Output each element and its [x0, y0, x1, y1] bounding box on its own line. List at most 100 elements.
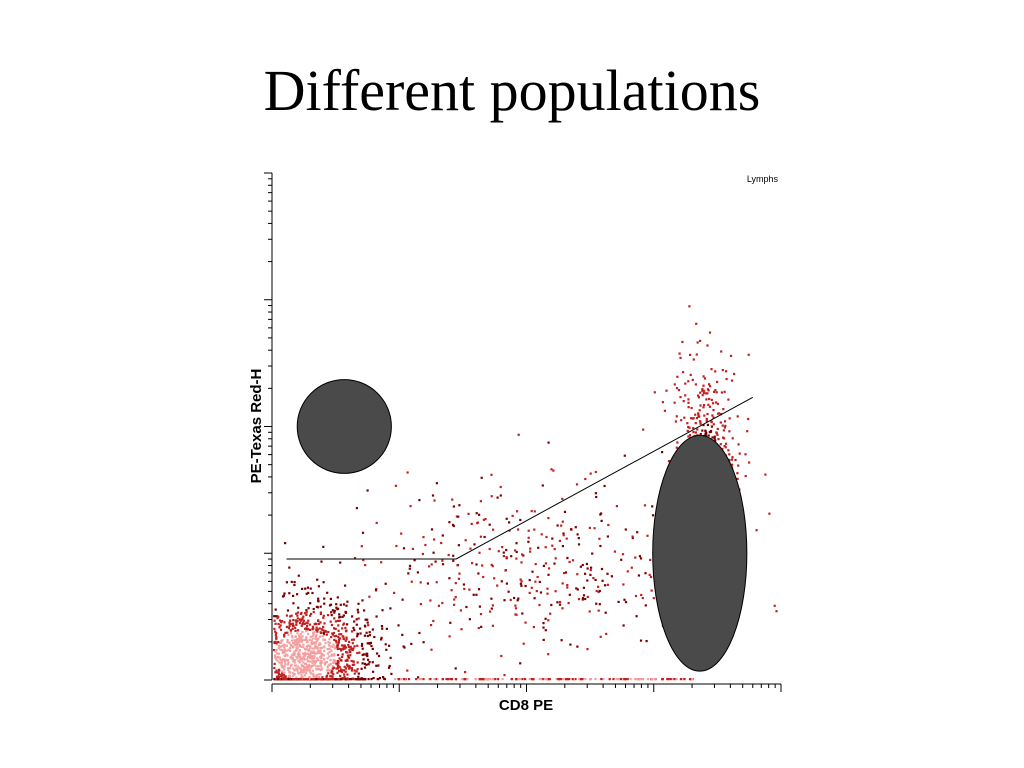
scatter-point	[555, 678, 558, 681]
scatter-point	[476, 522, 479, 525]
scatter-point	[289, 664, 293, 667]
scatter-point	[337, 664, 340, 667]
scatter-point	[324, 642, 327, 645]
scatter-point	[331, 677, 334, 681]
scatter-point	[642, 428, 645, 431]
scatter-point	[325, 630, 328, 633]
scatter-point	[341, 653, 344, 656]
scatter-point	[304, 662, 307, 665]
scatter-point	[584, 477, 587, 481]
scatter-point	[667, 678, 670, 681]
scatter-point	[711, 436, 714, 439]
scatter-point	[484, 518, 487, 521]
scatter-point	[715, 432, 718, 435]
scatter-point	[309, 660, 312, 663]
scatter-point	[349, 650, 352, 654]
scatter-point	[311, 591, 314, 595]
scatter-point	[704, 392, 707, 395]
scatter-point	[291, 653, 294, 656]
scatter-point	[361, 653, 364, 657]
scatter-point	[747, 417, 750, 421]
scatter-point	[603, 484, 606, 488]
scatter-point	[530, 510, 533, 513]
scatter-point	[300, 645, 303, 648]
scatter-point	[282, 673, 286, 677]
scatter-point	[564, 571, 568, 574]
scatter-point	[306, 678, 310, 681]
scatter-point	[712, 409, 715, 412]
scatter-point	[606, 583, 609, 586]
scatter-point	[723, 445, 726, 448]
scatter-point	[592, 577, 595, 580]
scatter-point	[599, 635, 602, 638]
scatter-point	[278, 669, 281, 672]
scatter-point	[306, 586, 309, 589]
scatter-point	[493, 678, 497, 681]
scatter-point	[562, 532, 565, 535]
scatter-point	[755, 529, 758, 532]
scatter-point	[334, 660, 337, 663]
plot-frame	[264, 172, 782, 692]
scatter-point	[293, 581, 296, 584]
scatter-point	[554, 557, 557, 560]
scatter-point	[301, 623, 304, 626]
scatter-point	[584, 572, 587, 575]
scatter-point	[516, 510, 519, 513]
scatter-point	[577, 537, 580, 540]
scatter-point	[453, 603, 456, 606]
scatter-point	[332, 643, 335, 646]
scatter-point	[710, 425, 713, 428]
scatter-point	[681, 340, 684, 344]
scatter-point	[385, 648, 388, 651]
scatter-point	[343, 673, 346, 676]
scatter-point	[293, 672, 296, 676]
scatter-point	[471, 562, 474, 565]
scatter-point	[678, 352, 681, 355]
scatter-point	[328, 647, 331, 650]
scatter-point	[704, 429, 707, 432]
scatter-point	[675, 415, 678, 418]
scatter-point	[302, 621, 305, 624]
scatter-point	[353, 629, 356, 632]
scatter-point	[501, 678, 504, 681]
scatter-point	[285, 644, 288, 647]
scatter-point	[297, 659, 300, 663]
scatter-point	[457, 577, 460, 580]
scatter-point	[698, 415, 701, 418]
scatter-point	[361, 599, 364, 602]
scatter-point	[319, 612, 322, 615]
scatter-point	[728, 459, 731, 462]
scatter-point	[441, 601, 444, 605]
scatter-point	[481, 564, 484, 567]
scatter-point	[299, 671, 302, 674]
scatter-point	[522, 554, 525, 557]
scatter-point	[323, 645, 326, 648]
scatter-point	[294, 635, 297, 638]
scatter-point	[315, 675, 318, 678]
scatter-point	[279, 648, 282, 651]
scatter-point	[309, 587, 312, 590]
scatter-point	[322, 654, 325, 657]
scatter-point	[308, 644, 311, 647]
scatter-point	[357, 672, 360, 675]
scatter-point	[393, 591, 396, 594]
scatter-point	[321, 676, 324, 679]
scatter-point	[298, 618, 302, 621]
scatter-point	[290, 623, 293, 626]
scatter-point	[409, 505, 412, 508]
scatter-point	[336, 671, 339, 674]
scatter-point	[490, 563, 493, 566]
scatter-point	[353, 669, 356, 672]
scatter-point	[449, 621, 452, 624]
scatter-point	[699, 391, 702, 394]
scatter-point	[294, 629, 297, 632]
scatter-point	[653, 391, 656, 394]
scatter-point	[296, 638, 299, 641]
scatter-point	[403, 678, 406, 681]
scatter-point	[333, 654, 336, 657]
scatter-point	[346, 677, 349, 680]
scatter-point	[274, 608, 277, 611]
scatter-point	[429, 599, 432, 602]
scatter-point	[310, 612, 313, 616]
